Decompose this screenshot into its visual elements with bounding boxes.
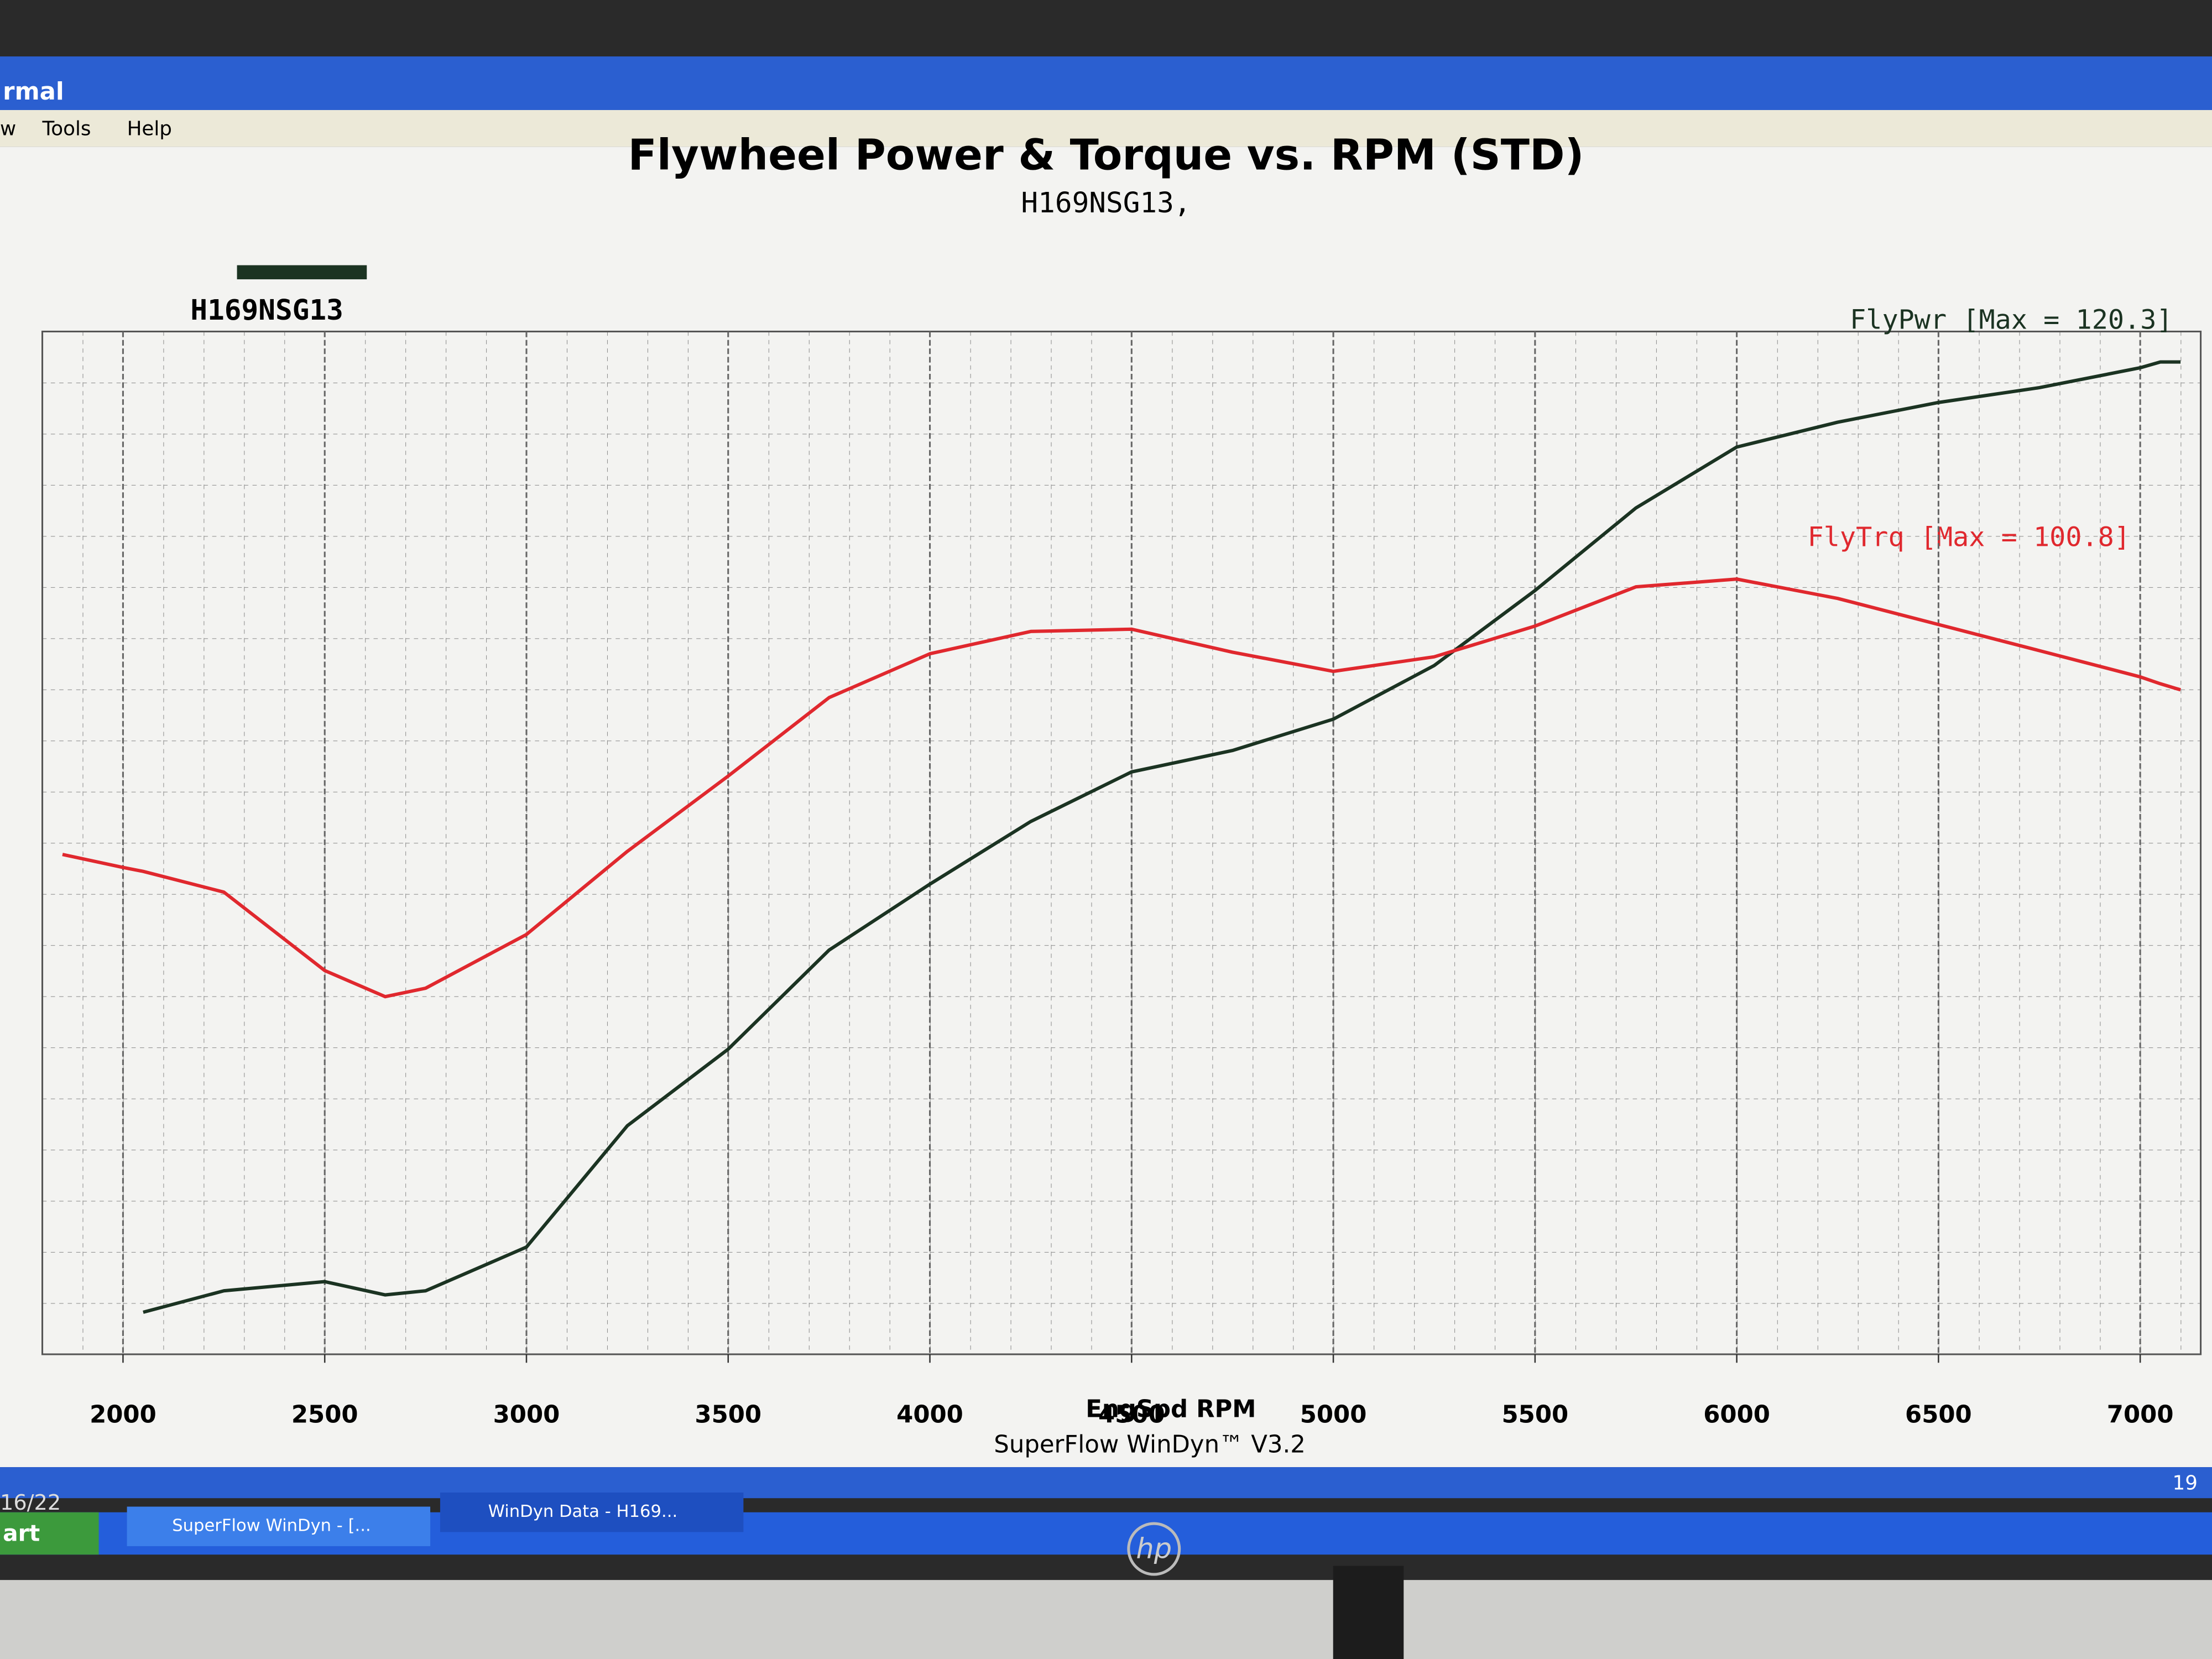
- x-tick-label: 6500: [1905, 1401, 1972, 1429]
- x-tick-label: 2000: [90, 1401, 156, 1429]
- x-tick-label: 4000: [896, 1401, 963, 1429]
- task-button[interactable]: [127, 1506, 431, 1546]
- legend-swatch: [237, 265, 367, 280]
- task-button[interactable]: [440, 1492, 744, 1532]
- x-tick-label: 3500: [695, 1401, 761, 1429]
- chart-title: Flywheel Power & Torque vs. RPM (STD): [628, 131, 1584, 180]
- plot-area: [41, 330, 2202, 1355]
- x-tick-label: 5000: [1300, 1401, 1367, 1429]
- window-title: rmal: [3, 78, 64, 106]
- x-tick-label: 5500: [1502, 1401, 1569, 1429]
- logo-ring: [1127, 1522, 1181, 1576]
- start-label: art: [3, 1520, 40, 1547]
- task-label: WinDyn Data - H169...: [488, 1502, 678, 1521]
- start-button[interactable]: [0, 1512, 99, 1555]
- torque-annotation: FlyTrq [Max = 100.8]: [1808, 521, 2130, 552]
- monitor-logo: hp: [1136, 1533, 1172, 1566]
- wall: [0, 1580, 2212, 1659]
- title-bar: [0, 56, 2212, 110]
- menu-item[interactable]: w: [0, 118, 16, 140]
- chart-subtitle: H169NSG13,: [1021, 187, 1191, 220]
- series-line: [143, 360, 2181, 1314]
- menu-item[interactable]: Tools: [42, 118, 91, 140]
- task-label: SuperFlow WinDyn - [...: [172, 1516, 371, 1536]
- x-axis-label: EngSpd RPM: [1086, 1396, 1256, 1423]
- monitor-stand: [1333, 1566, 1404, 1659]
- power-annotation: FlyPwr [Max = 120.3]: [1850, 305, 2172, 336]
- x-tick-label: 4500: [1098, 1401, 1165, 1429]
- menu-item[interactable]: Help: [127, 118, 172, 140]
- x-tick-label: 3000: [493, 1401, 560, 1429]
- taskbar-date: 16/22: [0, 1490, 61, 1515]
- x-tick-label: 2500: [291, 1401, 358, 1429]
- status-bar: [0, 1467, 2212, 1499]
- x-tick-label: 6000: [1703, 1401, 1770, 1429]
- footer: SuperFlow WinDyn™ V3.2: [994, 1431, 1306, 1458]
- x-tick-label: 7000: [2107, 1401, 2174, 1429]
- series-line: [62, 577, 2181, 999]
- menu-bar: [0, 109, 2212, 147]
- taskbar-clock: 19: [2173, 1472, 2198, 1495]
- legend-label: H169NSG13: [190, 294, 343, 327]
